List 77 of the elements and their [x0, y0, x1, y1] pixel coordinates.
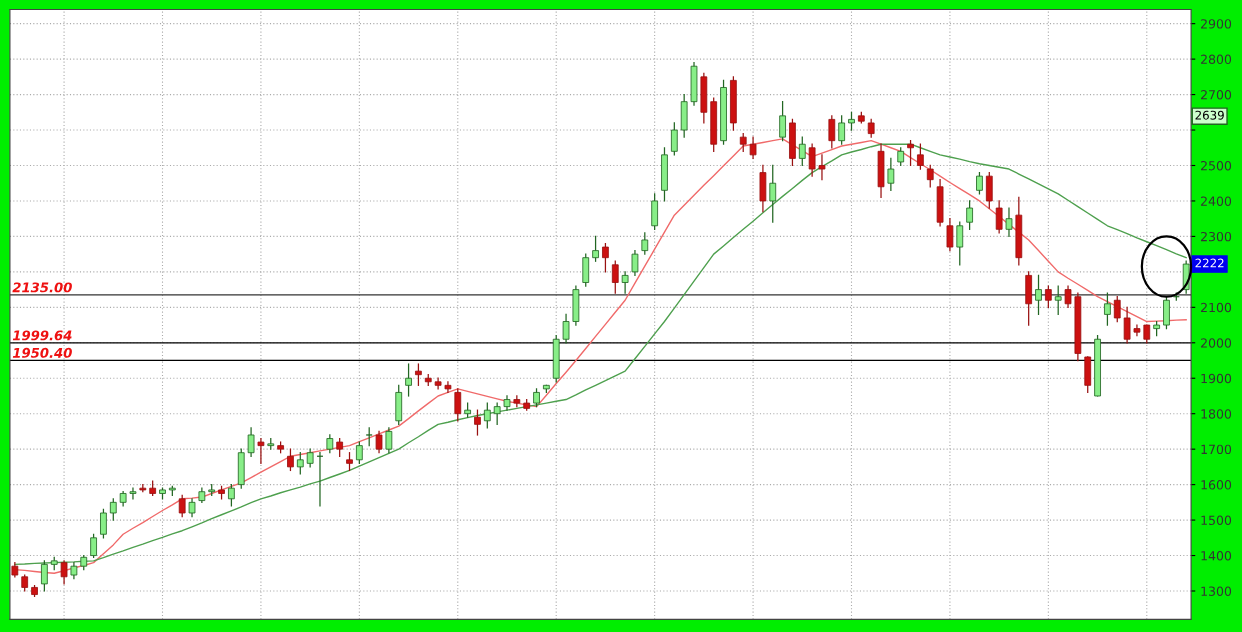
candlestick	[828, 115, 836, 149]
candlestick	[907, 140, 914, 167]
candlestick	[798, 136, 806, 167]
candlestick	[178, 494, 186, 518]
candlestick	[995, 200, 1003, 234]
candlestick	[670, 122, 678, 156]
candlestick	[966, 200, 973, 230]
candlestick	[641, 232, 649, 255]
candlestick	[769, 164, 777, 223]
candlestick	[1113, 296, 1121, 323]
candlestick	[838, 115, 846, 145]
candlestick	[1054, 285, 1062, 316]
candlestick	[415, 363, 422, 386]
y-tick-label: 1900	[1201, 373, 1232, 384]
candlestick	[257, 437, 265, 464]
y-tick-label: 1400	[1201, 551, 1232, 561]
candlestick	[631, 249, 639, 277]
candlestick	[808, 143, 816, 177]
candlestick	[602, 242, 609, 273]
annotation: 2639	[1195, 110, 1224, 120]
candlestick	[621, 271, 629, 294]
candlestick	[1104, 292, 1111, 326]
y-tick-label: 2100	[1201, 302, 1232, 313]
candlestick	[926, 164, 934, 188]
candlestick	[100, 508, 107, 539]
y-tick-label: 2900	[1201, 19, 1232, 29]
candlestick	[129, 487, 137, 500]
candlestick	[454, 388, 462, 422]
candlestick	[109, 498, 117, 521]
candlestick	[355, 441, 363, 464]
candlestick	[493, 402, 501, 425]
candlestick	[375, 430, 383, 454]
candlestick	[60, 560, 68, 585]
candlestick	[1005, 207, 1013, 238]
candlestick	[1123, 306, 1131, 344]
y-tick-label: 1500	[1201, 515, 1232, 525]
candlestick	[474, 409, 481, 436]
y-tick-label: 2300	[1201, 231, 1232, 242]
y-tick-label: 2700	[1201, 90, 1232, 100]
candlestick	[90, 533, 97, 558]
candlestick	[434, 377, 442, 390]
candlestick	[1035, 274, 1042, 316]
candlestick	[296, 452, 304, 475]
candlestick	[405, 363, 412, 397]
y-tick-label: 2500	[1201, 160, 1232, 171]
ref-line-label: 1950.40	[12, 347, 72, 358]
candlestick	[444, 381, 452, 394]
candlestick	[946, 218, 954, 252]
y-tick-label: 1800	[1201, 409, 1232, 419]
candlestick	[1133, 324, 1141, 337]
candlestick	[1044, 285, 1052, 308]
candlestick	[887, 157, 895, 191]
candlestick	[611, 260, 619, 294]
candlestick	[592, 235, 599, 262]
candlestick	[228, 483, 235, 507]
annotation: 2222	[1195, 258, 1224, 268]
candlestick	[779, 101, 786, 142]
y-tick-label: 2400	[1201, 196, 1232, 206]
y-tick-label: 2000	[1201, 338, 1232, 348]
candlestick	[818, 154, 826, 181]
y-tick-label: 1300	[1201, 586, 1232, 596]
candlestick	[483, 402, 491, 429]
candlestick	[287, 448, 294, 472]
y-tick-label: 1700	[1201, 444, 1232, 455]
candlestick	[956, 221, 964, 266]
candlestick	[562, 313, 570, 344]
y-tick-label: 2800	[1201, 54, 1232, 65]
y-tick-label: 1600	[1201, 480, 1232, 490]
candlestick	[385, 427, 393, 454]
candlestick	[917, 143, 924, 170]
candlestick	[749, 136, 757, 160]
ref-line-label: 1999.64	[12, 330, 72, 341]
ref-line-label: 2135.00	[12, 282, 72, 293]
candlestick	[976, 171, 983, 195]
candlestick	[1064, 285, 1072, 308]
candlestick	[41, 560, 48, 592]
candlestick	[247, 427, 255, 457]
